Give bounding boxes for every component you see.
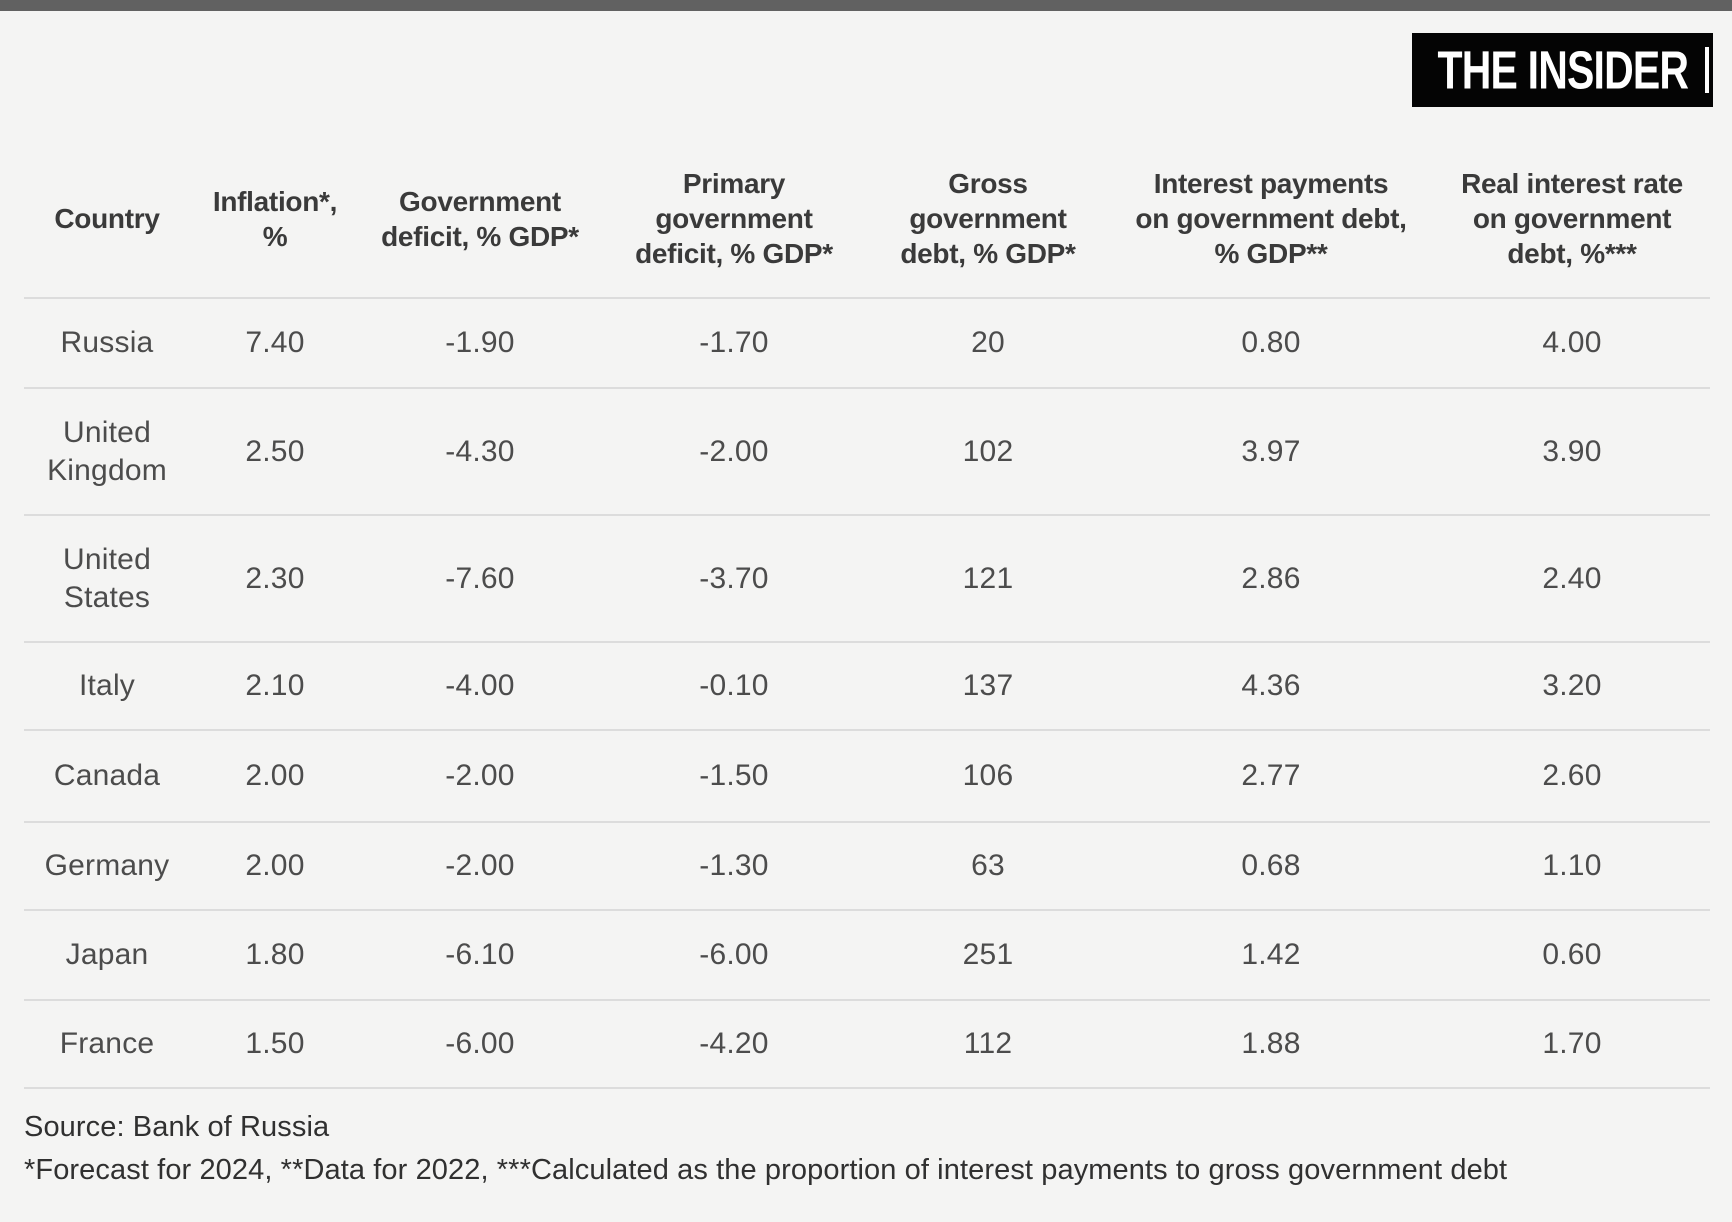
value-cell: 121 (962, 561, 1014, 595)
value-cell: 20 (971, 326, 1005, 359)
table-row-united-states: United States 2.30 -7.60 -3.70 121 2.86 … (24, 515, 1710, 642)
value-cell: 3.20 (1542, 669, 1602, 702)
table-row-france: France 1.50 -6.00 -4.20 112 1.88 1.70 (24, 1000, 1710, 1088)
value-cell: 1.50 (245, 1027, 305, 1060)
value-cell: 7.40 (245, 326, 305, 359)
value-cell: -1.90 (445, 326, 515, 359)
value-cell: 0.60 (1542, 938, 1602, 971)
table-row-canada: Canada 2.00 -2.00 -1.50 106 2.77 2.60 (24, 730, 1710, 822)
value-cell: 1.88 (1241, 1027, 1301, 1060)
country-cell: Japan (65, 938, 149, 971)
value-cell: 2.77 (1241, 759, 1301, 792)
footer: Source: Bank of Russia *Forecast for 202… (24, 1106, 1732, 1192)
value-cell: 2.60 (1542, 759, 1602, 792)
header-government-deficit: Government deficit, % GDP* (381, 185, 579, 252)
country-cell: Italy (78, 669, 136, 702)
value-cell: -6.10 (445, 938, 515, 971)
value-cell: -2.00 (445, 849, 515, 882)
value-cell: 3.97 (1241, 434, 1301, 468)
value-cell: 251 (962, 938, 1014, 971)
source-credit: Source: Bank of Russia (24, 1111, 330, 1143)
header-gross-debt: Gross government debt, % GDP* (900, 168, 1076, 269)
value-cell: -2.00 (445, 759, 515, 792)
value-cell: 102 (962, 434, 1014, 468)
value-cell: 1.70 (1542, 1027, 1602, 1060)
economic-indicators-table: Country Inflation*, % Government deficit… (24, 140, 1710, 1089)
value-cell: 112 (963, 1027, 1013, 1060)
value-cell: -3.70 (699, 561, 769, 595)
value-cell: 2.00 (245, 849, 305, 882)
value-cell: 4.36 (1241, 669, 1301, 702)
brand-logo-text: THE INSIDER (1437, 39, 1688, 101)
table-row-germany: Germany 2.00 -2.00 -1.30 63 0.68 1.10 (24, 822, 1710, 910)
value-cell: 2.86 (1241, 561, 1301, 595)
table-row-italy: Italy 2.10 -4.00 -0.10 137 4.36 3.20 (24, 642, 1710, 730)
table-header-row: Country Inflation*, % Government deficit… (24, 140, 1710, 298)
value-cell: -0.10 (699, 669, 769, 702)
value-cell: 2.40 (1542, 561, 1602, 595)
value-cell: 4.00 (1542, 326, 1602, 359)
value-cell: -6.00 (699, 938, 769, 971)
value-cell: 2.50 (245, 434, 305, 468)
header-inflation: Inflation*, % (212, 185, 338, 252)
table-row-russia: Russia 7.40 -1.90 -1.70 20 0.80 4.00 (24, 298, 1710, 388)
value-cell: 2.30 (245, 561, 305, 595)
value-cell: 1.10 (1542, 849, 1602, 882)
header-real-interest-rate: Real interest rate on government debt, %… (1461, 168, 1683, 269)
table-row-japan: Japan 1.80 -6.10 -6.00 251 1.42 0.60 (24, 910, 1710, 1000)
value-cell: -4.20 (699, 1027, 769, 1060)
header-interest-payments: Interest payments on government debt, % … (1135, 168, 1407, 269)
country-cell: France (59, 1027, 155, 1060)
value-cell: -4.00 (445, 669, 515, 702)
value-cell: 3.90 (1542, 434, 1602, 468)
value-cell: -7.60 (445, 561, 515, 595)
country-cell: Germany (44, 849, 170, 882)
footnotes: *Forecast for 2024, **Data for 2022, ***… (24, 1154, 1508, 1186)
header-primary-deficit: Primary government deficit, % GDP* (635, 168, 833, 269)
value-cell: 63 (971, 849, 1005, 882)
value-cell: 2.10 (245, 669, 305, 702)
top-accent-bar (0, 0, 1732, 11)
value-cell: -6.00 (445, 1027, 515, 1060)
country-cell: Russia (60, 326, 154, 359)
country-cell: United States (63, 542, 151, 614)
table-row-united-kingdom: United Kingdom 2.50 -4.30 -2.00 102 3.97… (24, 388, 1710, 515)
country-cell: Canada (53, 759, 161, 792)
value-cell: 0.80 (1241, 326, 1301, 359)
header-country: Country (54, 203, 160, 234)
value-cell: 106 (962, 759, 1014, 792)
value-cell: 2.00 (245, 759, 305, 792)
value-cell: -1.70 (699, 326, 769, 359)
value-cell: -1.50 (699, 759, 769, 792)
value-cell: -4.30 (445, 434, 515, 468)
logo-cursor-bar (1705, 47, 1709, 93)
country-cell: United Kingdom (47, 415, 167, 487)
value-cell: -2.00 (699, 434, 769, 468)
value-cell: 0.68 (1241, 849, 1301, 882)
value-cell: 1.42 (1241, 938, 1301, 971)
value-cell: 137 (962, 669, 1014, 702)
brand-logo: THE INSIDER (1412, 33, 1713, 107)
value-cell: 1.80 (245, 938, 305, 971)
value-cell: -1.30 (699, 849, 769, 882)
